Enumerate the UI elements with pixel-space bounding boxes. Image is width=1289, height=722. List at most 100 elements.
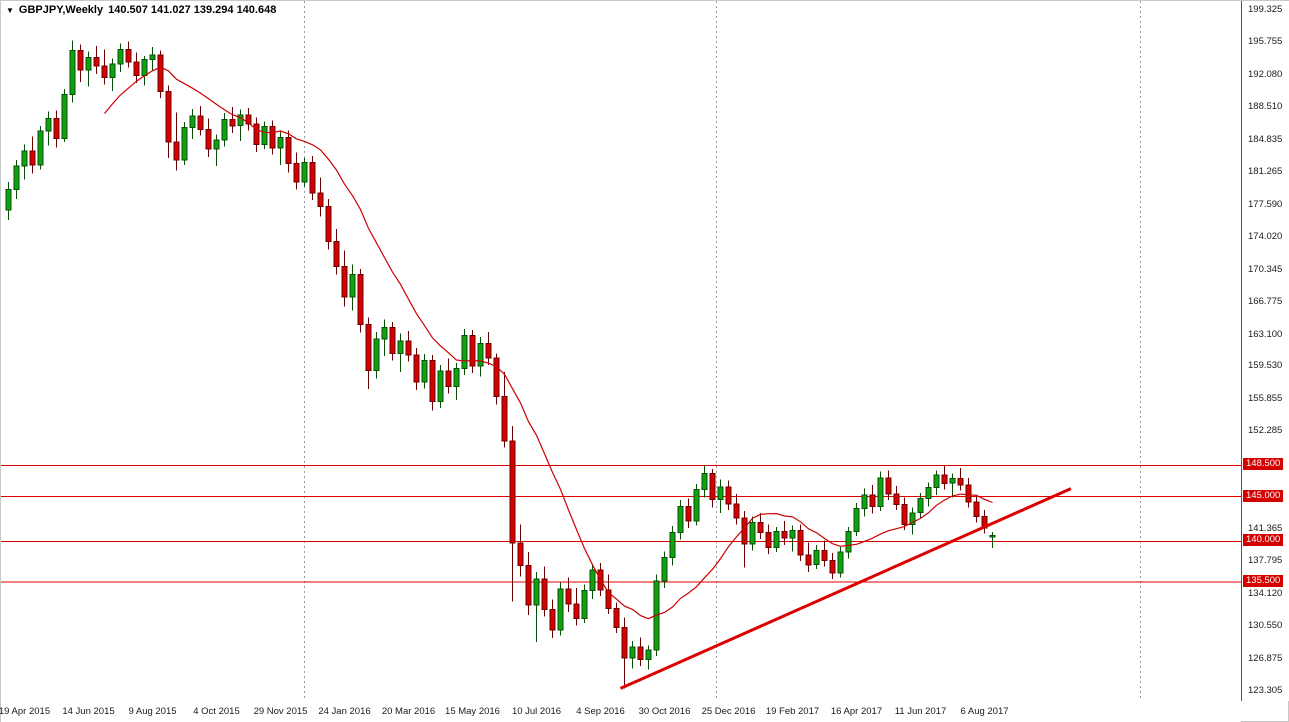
- candle-body: [661, 557, 668, 582]
- candle-body: [765, 532, 772, 549]
- candle-body: [293, 162, 300, 183]
- candle-body: [589, 569, 596, 592]
- y-axis[interactable]: 199.325 195.755 192.080 188.510 184.835 181.2…: [1241, 1, 1289, 701]
- candle-body: [221, 119, 228, 141]
- price-line-badge: 148.500: [1243, 458, 1284, 471]
- candle-body: [813, 549, 820, 566]
- price-line-badge: 135.500: [1243, 574, 1284, 587]
- candle-body: [373, 338, 380, 371]
- candle-body: [885, 477, 892, 495]
- y-axis-tick-label: 192.080: [1248, 68, 1283, 80]
- x-axis-date-label: 30 Oct 2016: [638, 706, 691, 717]
- candle-body: [573, 603, 580, 620]
- candle-body: [789, 530, 796, 539]
- candle-body: [333, 240, 340, 267]
- candle-body: [317, 192, 324, 207]
- x-axis-date-label: 20 Mar 2016: [381, 706, 436, 717]
- candle-body: [933, 474, 940, 489]
- y-axis-tick-label: 181.265: [1248, 165, 1283, 177]
- candle-body: [797, 530, 804, 556]
- candle-body: [773, 531, 780, 549]
- trendline[interactable]: [619, 487, 1072, 690]
- candle-body: [13, 165, 20, 190]
- x-axis-date-label: 19 Feb 2017: [765, 706, 820, 717]
- candle-body: [413, 354, 420, 383]
- candle-body: [685, 506, 692, 522]
- candle-body: [717, 486, 724, 500]
- candle-body: [581, 590, 588, 620]
- candle-body: [29, 150, 36, 166]
- candle-body: [925, 487, 932, 499]
- candle-body: [469, 334, 476, 367]
- x-axis-date-label: 10 Jul 2016: [511, 706, 562, 717]
- x-axis-date-label: 6 Aug 2017: [960, 706, 1009, 717]
- candle-body: [165, 91, 172, 143]
- candle-body: [245, 114, 252, 125]
- y-axis-tick-label: 177.590: [1248, 198, 1283, 210]
- candle-body: [389, 326, 396, 354]
- candle-body: [61, 93, 68, 139]
- candle-body: [309, 162, 316, 194]
- candle-body: [949, 478, 956, 484]
- candle-body: [637, 646, 644, 661]
- x-axis[interactable]: 19 Apr 2015 14 Jun 2015 9 Aug 2015 4 Oct 20…: [0, 701, 1241, 722]
- y-axis-tick-label: 163.100: [1248, 328, 1283, 340]
- candle-body: [349, 274, 356, 298]
- candle-body: [533, 578, 540, 606]
- y-axis-tick-label: 184.835: [1248, 133, 1283, 145]
- candle-body: [605, 589, 612, 610]
- price-chart[interactable]: [1, 1, 1241, 701]
- candle-body: [549, 609, 556, 631]
- candle-body: [205, 128, 212, 150]
- candle-body: [445, 370, 452, 387]
- candle-body: [693, 489, 700, 522]
- candle-body: [269, 126, 276, 149]
- candle-body: [453, 368, 460, 388]
- candle-body: [117, 49, 124, 65]
- candle-body: [285, 136, 292, 164]
- y-axis-tick-label: 152.285: [1248, 425, 1283, 437]
- x-axis-date-label: 15 May 2016: [445, 706, 500, 717]
- one-click-dropdown-icon[interactable]: ▼: [6, 6, 14, 15]
- candle-body: [229, 119, 236, 127]
- candle-body: [37, 130, 44, 166]
- candle-body: [877, 477, 884, 507]
- candle-body: [957, 478, 964, 486]
- candle-body: [181, 127, 188, 161]
- price-line-badge: 145.000: [1243, 489, 1284, 502]
- y-axis-tick-label: 174.020: [1248, 230, 1283, 242]
- candle-body: [405, 340, 412, 356]
- candle-body: [133, 61, 140, 77]
- x-axis-date-label: 4 Oct 2015: [193, 706, 240, 717]
- candle-body: [805, 554, 812, 566]
- y-axis-tick-label: 141.365: [1248, 523, 1283, 535]
- candle-body: [429, 360, 436, 403]
- candle-body: [821, 549, 828, 561]
- candle-body: [621, 626, 628, 659]
- candle-body: [77, 50, 84, 71]
- y-axis-tick-label: 159.530: [1248, 360, 1283, 372]
- candle-body: [5, 188, 12, 211]
- candle-body: [101, 65, 108, 78]
- y-axis-tick-label: 195.755: [1248, 35, 1283, 47]
- y-axis-tick-label: 155.855: [1248, 393, 1283, 405]
- ohlc-readout: 140.507 141.027 139.294 140.648: [108, 4, 277, 16]
- candle-body: [541, 578, 548, 611]
- candle-body: [485, 343, 492, 359]
- candle-body: [669, 532, 676, 559]
- candle-body: [365, 324, 372, 371]
- candle-body: [397, 340, 404, 354]
- candle-body: [517, 542, 524, 567]
- candle-body: [437, 370, 444, 403]
- y-axis-tick-label: 130.550: [1248, 620, 1283, 632]
- candle-body: [173, 141, 180, 161]
- candle-body: [781, 531, 788, 539]
- candle-body: [709, 472, 716, 500]
- candle-body: [45, 118, 52, 132]
- candle-body: [189, 115, 196, 129]
- candle-body: [501, 395, 508, 442]
- candle-body: [197, 115, 204, 130]
- x-axis-date-label: 4 Sep 2016: [576, 706, 625, 717]
- candle-body: [749, 522, 756, 545]
- price-line-badge: 140.000: [1243, 534, 1284, 547]
